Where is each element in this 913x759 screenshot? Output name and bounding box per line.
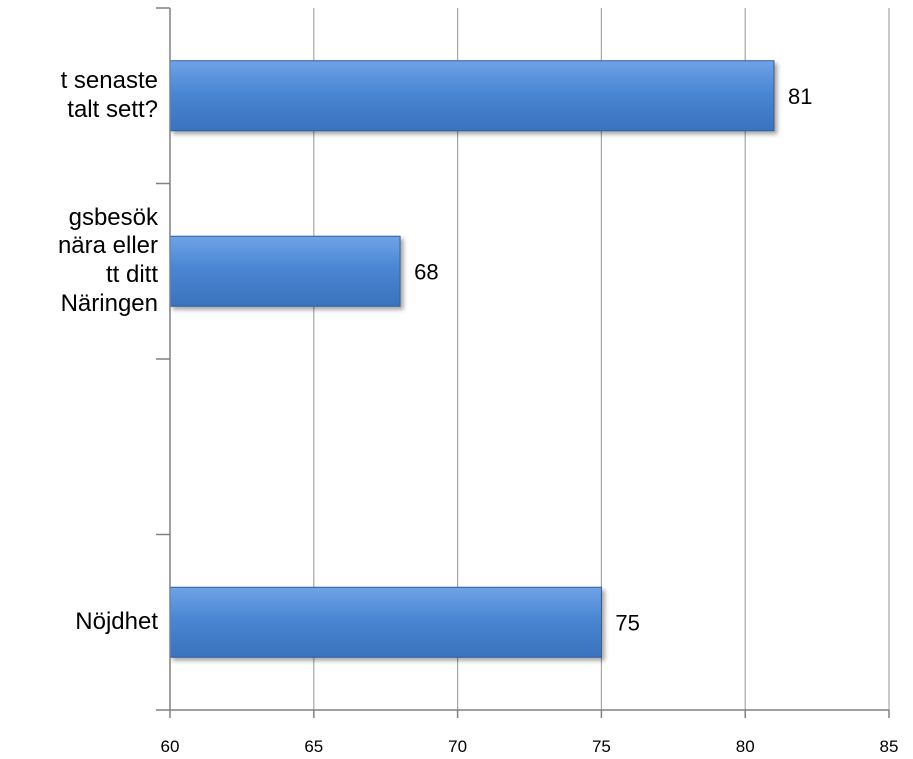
category-label-1: gsbesök nära eller tt ditt Näringen — [57, 203, 158, 318]
x-tick-label-70: 70 — [448, 737, 467, 756]
bar-1 — [169, 235, 401, 307]
bar-0 — [169, 60, 775, 132]
x-tick-label-75: 75 — [592, 737, 611, 756]
x-tick-label-85: 85 — [880, 737, 899, 756]
x-tick-label-65: 65 — [304, 737, 323, 756]
category-label-0: t senaste talt sett? — [60, 66, 158, 123]
x-tick-label-60: 60 — [161, 737, 180, 756]
x-tick-label-80: 80 — [736, 737, 755, 756]
value-label-3: 75 — [615, 610, 639, 635]
bar-3 — [169, 586, 602, 658]
category-label-3: Nöjdhet — [75, 607, 158, 635]
value-label-0: 81 — [788, 84, 812, 109]
value-label-1: 68 — [414, 259, 438, 284]
